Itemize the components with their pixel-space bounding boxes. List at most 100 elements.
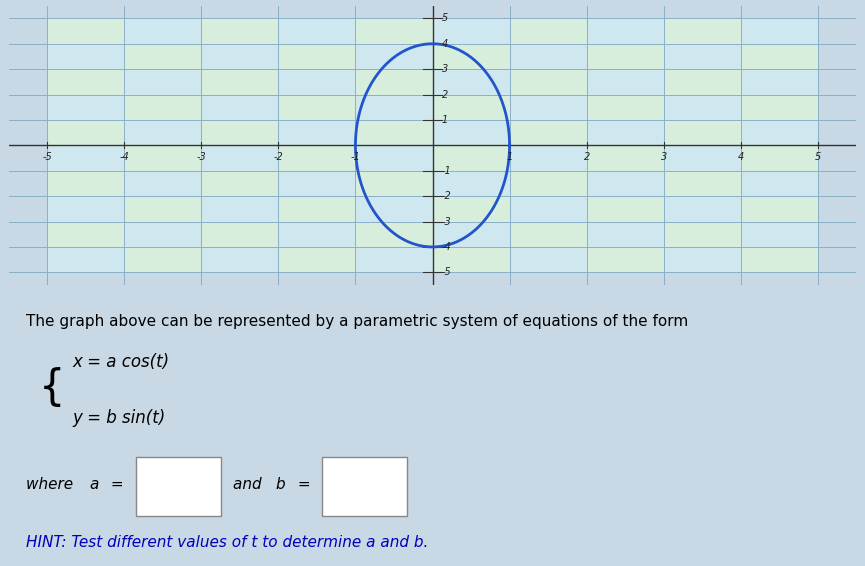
Bar — [586, 69, 663, 95]
Bar — [356, 221, 432, 247]
Bar — [48, 95, 125, 120]
Bar — [125, 120, 202, 145]
Bar — [48, 171, 125, 196]
Bar — [279, 95, 356, 120]
Bar — [125, 18, 202, 44]
Bar — [202, 18, 279, 44]
Text: HINT: Test different values of t to determine a and b.: HINT: Test different values of t to dete… — [26, 535, 428, 550]
Bar — [356, 171, 432, 196]
Bar — [432, 18, 509, 44]
Bar — [586, 44, 663, 69]
Bar — [356, 69, 432, 95]
Text: -5: -5 — [442, 267, 452, 277]
Text: The graph above can be represented by a parametric system of equations of the fo: The graph above can be represented by a … — [26, 314, 688, 329]
Bar — [432, 247, 509, 272]
Text: 1: 1 — [506, 152, 513, 162]
Bar — [202, 221, 279, 247]
Text: =: = — [292, 477, 311, 492]
Bar — [740, 196, 817, 221]
Text: -4: -4 — [119, 152, 129, 162]
Bar — [663, 120, 740, 145]
Bar — [586, 171, 663, 196]
Bar — [432, 145, 509, 171]
Bar — [48, 221, 125, 247]
Bar — [740, 247, 817, 272]
Text: =: = — [106, 477, 124, 492]
Bar — [740, 145, 817, 171]
Text: -3: -3 — [196, 152, 206, 162]
Text: -4: -4 — [442, 242, 452, 252]
Bar — [432, 44, 509, 69]
Bar — [279, 18, 356, 44]
Bar — [586, 145, 663, 171]
Bar — [740, 171, 817, 196]
Bar — [125, 145, 202, 171]
Bar — [48, 196, 125, 221]
Text: -2: -2 — [442, 191, 452, 201]
Bar — [125, 221, 202, 247]
Bar — [356, 120, 432, 145]
Bar — [356, 18, 432, 44]
Bar — [356, 95, 432, 120]
Bar — [586, 18, 663, 44]
Bar — [202, 171, 279, 196]
Bar — [740, 221, 817, 247]
Bar — [125, 95, 202, 120]
Bar — [202, 95, 279, 120]
Bar — [586, 221, 663, 247]
Bar — [509, 247, 586, 272]
Bar — [48, 18, 125, 44]
Bar — [663, 18, 740, 44]
Text: -5: -5 — [42, 152, 52, 162]
Bar — [740, 95, 817, 120]
Text: 3: 3 — [442, 64, 448, 74]
Bar — [125, 69, 202, 95]
Bar — [509, 196, 586, 221]
Bar — [48, 44, 125, 69]
Text: 5: 5 — [442, 14, 448, 23]
Bar — [125, 44, 202, 69]
FancyBboxPatch shape — [323, 457, 407, 516]
Bar — [279, 247, 356, 272]
Bar — [586, 247, 663, 272]
Bar — [432, 95, 509, 120]
Bar — [202, 120, 279, 145]
Text: 2: 2 — [442, 89, 448, 100]
Text: -3: -3 — [442, 217, 452, 226]
Bar — [125, 247, 202, 272]
Bar — [202, 69, 279, 95]
FancyBboxPatch shape — [136, 457, 221, 516]
Bar — [432, 171, 509, 196]
Bar — [509, 221, 586, 247]
Bar — [202, 44, 279, 69]
Text: 2: 2 — [584, 152, 590, 162]
Bar — [586, 120, 663, 145]
Bar — [356, 44, 432, 69]
Text: -1: -1 — [442, 166, 452, 176]
Text: 5: 5 — [815, 152, 821, 162]
Bar — [509, 120, 586, 145]
Text: and: and — [234, 477, 266, 492]
Bar — [663, 69, 740, 95]
Bar — [48, 145, 125, 171]
Bar — [279, 196, 356, 221]
Bar — [663, 95, 740, 120]
Bar — [509, 95, 586, 120]
Bar — [663, 145, 740, 171]
Text: b: b — [276, 477, 285, 492]
Bar — [279, 120, 356, 145]
Bar — [356, 145, 432, 171]
Bar — [125, 171, 202, 196]
Text: 4: 4 — [738, 152, 744, 162]
Bar — [125, 196, 202, 221]
Bar — [202, 247, 279, 272]
Bar — [279, 44, 356, 69]
Text: 3: 3 — [661, 152, 667, 162]
Bar — [663, 196, 740, 221]
Bar — [509, 171, 586, 196]
Text: -2: -2 — [273, 152, 283, 162]
Bar — [663, 221, 740, 247]
Bar — [509, 145, 586, 171]
Bar — [509, 44, 586, 69]
Text: where: where — [26, 477, 78, 492]
